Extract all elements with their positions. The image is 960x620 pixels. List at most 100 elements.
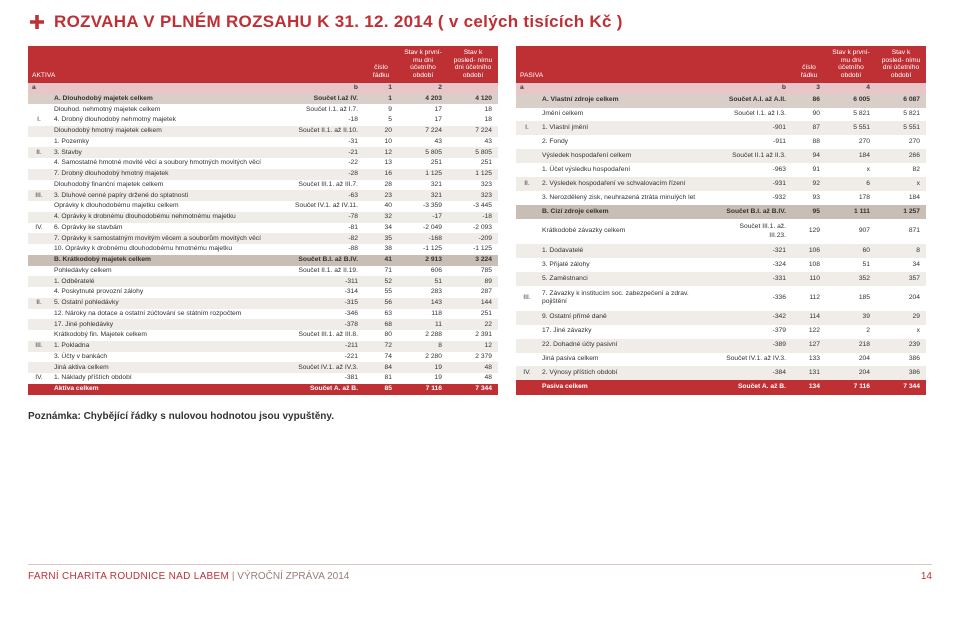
- row-label: 1. Dodavatelé: [538, 244, 718, 258]
- row-label: Dlouhod. nehmotný majetek celkem: [50, 104, 284, 115]
- row-label: 4. Poskytnuté provozní zálohy: [50, 287, 284, 298]
- table-row: Dlouhod. nehmotný majetek celkemSoučet I…: [28, 104, 498, 115]
- page-footer: FARNÍ CHARITA ROUDNICE NAD LABEM | VÝROČ…: [28, 564, 932, 582]
- row-label: 7. Drobný dlouhodobý hmotný majetek: [50, 169, 284, 180]
- table-row: Výsledek hospodaření celkemSoučet II.1 a…: [516, 149, 926, 163]
- row-label: 3. Dluhové cenné papíry držené do splatn…: [50, 190, 284, 201]
- row-label: B. Cizí zdroje celkem: [538, 205, 718, 219]
- row-label: 1. Vlastní jmění: [538, 121, 718, 135]
- table-row: Krátkodobé závazky celkemSoučet III.1. a…: [516, 219, 926, 244]
- row-label: 1. Odběratelé: [50, 276, 284, 287]
- col-cislo: číslo řádku: [364, 46, 398, 83]
- table-row: III.7. Závazky k institucím soc. zabezpe…: [516, 286, 926, 311]
- table-row: 4. Poskytnuté provozní zálohy-3145528328…: [28, 287, 498, 298]
- row-label: 6. Oprávky ke stavbám: [50, 223, 284, 234]
- table-row: Pohledávky celkemSoučet II.1. až II.19.7…: [28, 266, 498, 277]
- row-label: 4. Samostatné hmotné movité věci a soubo…: [50, 158, 284, 169]
- table-row: Dlouhodobý hmotný majetek celkemSoučet I…: [28, 126, 498, 137]
- row-label: 5. Zaměstnanci: [538, 272, 718, 286]
- table-row: 7. Drobný dlouhodobý hmotný majetek-2816…: [28, 169, 498, 180]
- aktiva-hdr: AKTIVA: [28, 46, 364, 83]
- row-label: 2. Výsledek hospodaření ve schvalovacím …: [538, 177, 718, 191]
- table-row: B. Cizí zdroje celkemSoučet B.I. až B.IV…: [516, 205, 926, 219]
- table-row: Aktiva celkemSoučet A. až B.857 1167 344: [28, 384, 498, 395]
- table-row: II.5. Ostatní pohledávky-31556143144: [28, 298, 498, 309]
- aktiva-table: AKTIVA číslo řádku Stav k první- mu dni …: [28, 46, 498, 395]
- table-row: Krátkodobý fin. Majetek celkemSoučet III…: [28, 330, 498, 341]
- row-label: 3. Přijaté zálohy: [538, 258, 718, 272]
- table-row: 1. Pozemky-31104343: [28, 137, 498, 148]
- table-row: II.2. Výsledek hospodaření ve schvalovac…: [516, 177, 926, 191]
- row-label: 2. Výnosy příštích období: [538, 366, 718, 380]
- col-stav2-r: Stav k posled- nímu dni účetního období: [876, 46, 926, 83]
- row-label: 4. Oprávky k drobnému dlouhodobému nehmo…: [50, 212, 284, 223]
- row-label: 2. Fondy: [538, 135, 718, 149]
- table-row: II.3. Stavby-21125 8055 805: [28, 147, 498, 158]
- table-row: 9. Ostatní přímé daně-3421143929: [516, 311, 926, 325]
- row-label: 5. Ostatní pohledávky: [50, 298, 284, 309]
- table-row: 12. Nároky na dotace a ostatní zúčtování…: [28, 309, 498, 320]
- logo-cross-icon: [28, 13, 46, 31]
- table-row: Oprávky k dlouhodobému majetku celkemSou…: [28, 201, 498, 212]
- row-label: 1. Pokladna: [50, 341, 284, 352]
- page-header: ROZVAHA V PLNÉM ROZSAHU K 31. 12. 2014 (…: [28, 12, 932, 32]
- row-label: 17. Jiné pohledávky: [50, 319, 284, 330]
- table-row: B. Krátkodobý majetek celkemSoučet B.I. …: [28, 255, 498, 266]
- row-label: Pasiva celkem: [538, 380, 718, 394]
- row-label: Krátkodobé závazky celkem: [538, 219, 718, 244]
- table-row: 5. Zaměstnanci-331110352357: [516, 272, 926, 286]
- col-stav2: Stav k posled- nímu dni účetního období: [448, 46, 498, 83]
- row-label: 3. Účty v bankách: [50, 352, 284, 363]
- col-stav1: Stav k první- mu dni účetního období: [398, 46, 448, 83]
- row-label: Aktiva celkem: [50, 384, 284, 395]
- row-label: 7. Oprávky k samostatným movitým věcem a…: [50, 233, 284, 244]
- row-label: Jmění celkem: [538, 108, 718, 122]
- table-row: A. Vlastní zdroje celkemSoučet A.I. až A…: [516, 94, 926, 108]
- row-label: 1. Náklady příštích období: [50, 373, 284, 384]
- table-row: 3. Nerozdělený zisk, neuhrazená ztráta m…: [516, 191, 926, 205]
- row-label: 3. Nerozdělený zisk, neuhrazená ztráta m…: [538, 191, 718, 205]
- row-label: Krátkodobý fin. Majetek celkem: [50, 330, 284, 341]
- row-label: Jiná pasiva celkem: [538, 353, 718, 367]
- table-row: 7. Oprávky k samostatným movitým věcem a…: [28, 233, 498, 244]
- row-label: Dlouhodobý hmotný majetek celkem: [50, 126, 284, 137]
- row-label: Dlouhodobý finanční majetek celkem: [50, 180, 284, 191]
- row-label: 1. Účet výsledku hospodaření: [538, 163, 718, 177]
- table-row: III.3. Dluhové cenné papíry držené do sp…: [28, 190, 498, 201]
- row-label: 10. Oprávky k drobnému dlouhodobému hmot…: [50, 244, 284, 255]
- table-row: 17. Jiné závazky-3791222x: [516, 325, 926, 339]
- table-row: IV.1. Náklady příštích období-381811948: [28, 373, 498, 384]
- table-row: 3. Účty v bankách-221742 2802 379: [28, 352, 498, 363]
- page-title: ROZVAHA V PLNÉM ROZSAHU K 31. 12. 2014 (…: [54, 12, 623, 32]
- footer-report: | VÝROČNÍ ZPRÁVA 2014: [232, 571, 349, 582]
- table-row: 2. Fondy-91188270270: [516, 135, 926, 149]
- col-cislo-r: číslo řádku: [792, 46, 826, 83]
- row-label: Oprávky k dlouhodobému majetku celkem: [50, 201, 284, 212]
- row-label: 7. Závazky k institucím soc. zabezpečení…: [538, 286, 718, 311]
- row-label: 1. Pozemky: [50, 137, 284, 148]
- table-row: A. Dlouhodobý majetek celkemSoučet I.až …: [28, 94, 498, 105]
- table-row: III.1. Pokladna-21172812: [28, 341, 498, 352]
- table-row: 1. Dodavatelé-321106608: [516, 244, 926, 258]
- table-row: Jiná pasiva celkemSoučet IV.1. až IV.3.1…: [516, 353, 926, 367]
- table-row: I.1. Vlastní jmění-901875 5515 551: [516, 121, 926, 135]
- table-row: Jiná aktiva celkemSoučet IV.1. až IV.3.8…: [28, 362, 498, 373]
- table-row: IV.6. Oprávky ke stavbám-8134-2 049-2 09…: [28, 223, 498, 234]
- row-label: A. Dlouhodobý majetek celkem: [50, 94, 284, 105]
- table-row: 3. Přijaté zálohy-3241085134: [516, 258, 926, 272]
- row-label: Pohledávky celkem: [50, 266, 284, 277]
- table-row: 17. Jiné pohledávky-378681122: [28, 319, 498, 330]
- pasiva-hdr: PASIVA: [516, 46, 792, 83]
- table-row: Pasiva celkemSoučet A. až B.1347 1167 34…: [516, 380, 926, 394]
- row-label: 17. Jiné závazky: [538, 325, 718, 339]
- table-row: 4. Samostatné hmotné movité věci a soubo…: [28, 158, 498, 169]
- row-label: 12. Nároky na dotace a ostatní zúčtování…: [50, 309, 284, 320]
- table-row: 4. Oprávky k drobnému dlouhodobému nehmo…: [28, 212, 498, 223]
- table-row: 22. Dohadné účty pasivní-389127218239: [516, 339, 926, 353]
- col-stav1-r: Stav k první- mu dni účetního období: [826, 46, 876, 83]
- table-row: 1. Odběratelé-311525189: [28, 276, 498, 287]
- row-label: 3. Stavby: [50, 147, 284, 158]
- pasiva-table: PASIVA číslo řádku Stav k první- mu dni …: [516, 46, 926, 395]
- row-label: Jiná aktiva celkem: [50, 362, 284, 373]
- row-label: 4. Drobný dlouhodobý nehmotný majetek: [50, 115, 284, 126]
